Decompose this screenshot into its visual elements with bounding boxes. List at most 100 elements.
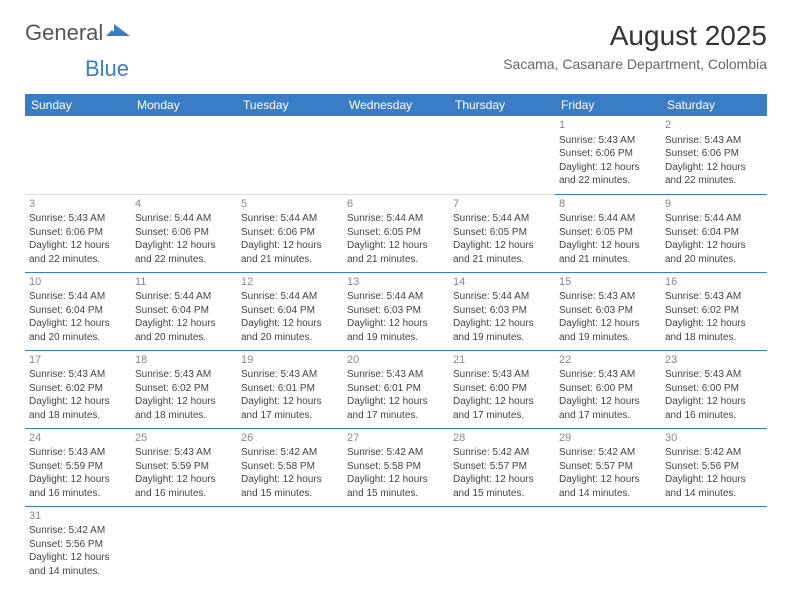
day-details: Sunrise: 5:44 AMSunset: 6:05 PMDaylight:…	[559, 212, 657, 266]
day-number: 27	[347, 431, 445, 446]
calendar-cell: 1Sunrise: 5:43 AMSunset: 6:06 PMDaylight…	[555, 116, 661, 194]
calendar-cell: 21Sunrise: 5:43 AMSunset: 6:00 PMDayligh…	[449, 350, 555, 428]
calendar-row: 24Sunrise: 5:43 AMSunset: 5:59 PMDayligh…	[25, 428, 767, 506]
day-details: Sunrise: 5:44 AMSunset: 6:05 PMDaylight:…	[453, 212, 551, 266]
day-number: 22	[559, 353, 657, 368]
day-number: 13	[347, 275, 445, 290]
calendar-cell: 11Sunrise: 5:44 AMSunset: 6:04 PMDayligh…	[131, 272, 237, 350]
calendar-cell: 17Sunrise: 5:43 AMSunset: 6:02 PMDayligh…	[25, 350, 131, 428]
calendar-cell: 13Sunrise: 5:44 AMSunset: 6:03 PMDayligh…	[343, 272, 449, 350]
day-details: Sunrise: 5:42 AMSunset: 5:57 PMDaylight:…	[453, 446, 551, 500]
day-number: 24	[29, 431, 127, 446]
weekday-header: Saturday	[661, 94, 767, 116]
day-number: 3	[29, 197, 127, 212]
day-number: 6	[347, 197, 445, 212]
weekday-header: Sunday	[25, 94, 131, 116]
calendar-cell: 26Sunrise: 5:42 AMSunset: 5:58 PMDayligh…	[237, 428, 343, 506]
calendar-cell: 28Sunrise: 5:42 AMSunset: 5:57 PMDayligh…	[449, 428, 555, 506]
calendar-cell: 3Sunrise: 5:43 AMSunset: 6:06 PMDaylight…	[25, 194, 131, 272]
day-details: Sunrise: 5:44 AMSunset: 6:04 PMDaylight:…	[665, 212, 763, 266]
day-details: Sunrise: 5:43 AMSunset: 6:02 PMDaylight:…	[135, 368, 233, 422]
calendar-cell: 15Sunrise: 5:43 AMSunset: 6:03 PMDayligh…	[555, 272, 661, 350]
calendar-cell: 8Sunrise: 5:44 AMSunset: 6:05 PMDaylight…	[555, 194, 661, 272]
day-details: Sunrise: 5:42 AMSunset: 5:58 PMDaylight:…	[241, 446, 339, 500]
day-details: Sunrise: 5:43 AMSunset: 6:00 PMDaylight:…	[559, 368, 657, 422]
day-number: 11	[135, 275, 233, 290]
weekday-header: Monday	[131, 94, 237, 116]
calendar-cell-empty	[25, 116, 131, 194]
calendar-cell: 16Sunrise: 5:43 AMSunset: 6:02 PMDayligh…	[661, 272, 767, 350]
calendar-table: Sunday Monday Tuesday Wednesday Thursday…	[25, 94, 767, 584]
day-number: 31	[29, 509, 127, 524]
day-details: Sunrise: 5:44 AMSunset: 6:05 PMDaylight:…	[347, 212, 445, 266]
calendar-cell: 2Sunrise: 5:43 AMSunset: 6:06 PMDaylight…	[661, 116, 767, 194]
day-details: Sunrise: 5:44 AMSunset: 6:03 PMDaylight:…	[347, 290, 445, 344]
title-month: August 2025	[503, 20, 767, 52]
calendar-cell-empty	[661, 506, 767, 584]
day-number: 21	[453, 353, 551, 368]
calendar-cell-empty	[449, 506, 555, 584]
calendar-cell: 27Sunrise: 5:42 AMSunset: 5:58 PMDayligh…	[343, 428, 449, 506]
day-number: 19	[241, 353, 339, 368]
day-number: 4	[135, 197, 233, 212]
logo-flag-icon	[106, 20, 132, 46]
day-number: 20	[347, 353, 445, 368]
calendar-cell: 9Sunrise: 5:44 AMSunset: 6:04 PMDaylight…	[661, 194, 767, 272]
day-details: Sunrise: 5:43 AMSunset: 6:06 PMDaylight:…	[559, 134, 657, 188]
calendar-cell-empty	[237, 506, 343, 584]
day-number: 15	[559, 275, 657, 290]
day-details: Sunrise: 5:44 AMSunset: 6:06 PMDaylight:…	[241, 212, 339, 266]
day-number: 18	[135, 353, 233, 368]
day-details: Sunrise: 5:44 AMSunset: 6:06 PMDaylight:…	[135, 212, 233, 266]
day-details: Sunrise: 5:42 AMSunset: 5:56 PMDaylight:…	[29, 524, 127, 578]
day-details: Sunrise: 5:43 AMSunset: 6:02 PMDaylight:…	[29, 368, 127, 422]
calendar-cell-empty	[449, 116, 555, 194]
day-number: 8	[559, 197, 657, 212]
weekday-header: Thursday	[449, 94, 555, 116]
day-number: 12	[241, 275, 339, 290]
day-details: Sunrise: 5:43 AMSunset: 6:06 PMDaylight:…	[665, 134, 763, 188]
day-details: Sunrise: 5:42 AMSunset: 5:58 PMDaylight:…	[347, 446, 445, 500]
day-number: 23	[665, 353, 763, 368]
day-details: Sunrise: 5:42 AMSunset: 5:56 PMDaylight:…	[665, 446, 763, 500]
day-number: 1	[559, 118, 657, 133]
weekday-header: Friday	[555, 94, 661, 116]
weekday-header-row: Sunday Monday Tuesday Wednesday Thursday…	[25, 94, 767, 116]
day-number: 29	[559, 431, 657, 446]
calendar-cell: 23Sunrise: 5:43 AMSunset: 6:00 PMDayligh…	[661, 350, 767, 428]
calendar-cell: 7Sunrise: 5:44 AMSunset: 6:05 PMDaylight…	[449, 194, 555, 272]
logo-text-blue: Blue	[85, 56, 129, 81]
day-number: 5	[241, 197, 339, 212]
weekday-header: Wednesday	[343, 94, 449, 116]
day-details: Sunrise: 5:42 AMSunset: 5:57 PMDaylight:…	[559, 446, 657, 500]
calendar-row: 17Sunrise: 5:43 AMSunset: 6:02 PMDayligh…	[25, 350, 767, 428]
day-details: Sunrise: 5:43 AMSunset: 6:01 PMDaylight:…	[347, 368, 445, 422]
calendar-row: 31Sunrise: 5:42 AMSunset: 5:56 PMDayligh…	[25, 506, 767, 584]
day-details: Sunrise: 5:43 AMSunset: 5:59 PMDaylight:…	[29, 446, 127, 500]
logo: General	[25, 20, 132, 46]
calendar-cell: 10Sunrise: 5:44 AMSunset: 6:04 PMDayligh…	[25, 272, 131, 350]
day-details: Sunrise: 5:43 AMSunset: 6:01 PMDaylight:…	[241, 368, 339, 422]
day-number: 14	[453, 275, 551, 290]
calendar-cell-empty	[555, 506, 661, 584]
calendar-cell: 25Sunrise: 5:43 AMSunset: 5:59 PMDayligh…	[131, 428, 237, 506]
day-number: 16	[665, 275, 763, 290]
calendar-cell: 4Sunrise: 5:44 AMSunset: 6:06 PMDaylight…	[131, 194, 237, 272]
calendar-cell: 20Sunrise: 5:43 AMSunset: 6:01 PMDayligh…	[343, 350, 449, 428]
day-number: 30	[665, 431, 763, 446]
calendar-cell: 31Sunrise: 5:42 AMSunset: 5:56 PMDayligh…	[25, 506, 131, 584]
day-details: Sunrise: 5:43 AMSunset: 6:03 PMDaylight:…	[559, 290, 657, 344]
calendar-cell-empty	[131, 116, 237, 194]
day-details: Sunrise: 5:44 AMSunset: 6:03 PMDaylight:…	[453, 290, 551, 344]
calendar-cell: 5Sunrise: 5:44 AMSunset: 6:06 PMDaylight…	[237, 194, 343, 272]
calendar-cell-empty	[343, 116, 449, 194]
calendar-cell: 6Sunrise: 5:44 AMSunset: 6:05 PMDaylight…	[343, 194, 449, 272]
day-details: Sunrise: 5:43 AMSunset: 5:59 PMDaylight:…	[135, 446, 233, 500]
calendar-row: 10Sunrise: 5:44 AMSunset: 6:04 PMDayligh…	[25, 272, 767, 350]
calendar-row: 3Sunrise: 5:43 AMSunset: 6:06 PMDaylight…	[25, 194, 767, 272]
calendar-cell: 29Sunrise: 5:42 AMSunset: 5:57 PMDayligh…	[555, 428, 661, 506]
day-details: Sunrise: 5:43 AMSunset: 6:02 PMDaylight:…	[665, 290, 763, 344]
day-details: Sunrise: 5:43 AMSunset: 6:00 PMDaylight:…	[453, 368, 551, 422]
day-number: 10	[29, 275, 127, 290]
calendar-cell-empty	[237, 116, 343, 194]
